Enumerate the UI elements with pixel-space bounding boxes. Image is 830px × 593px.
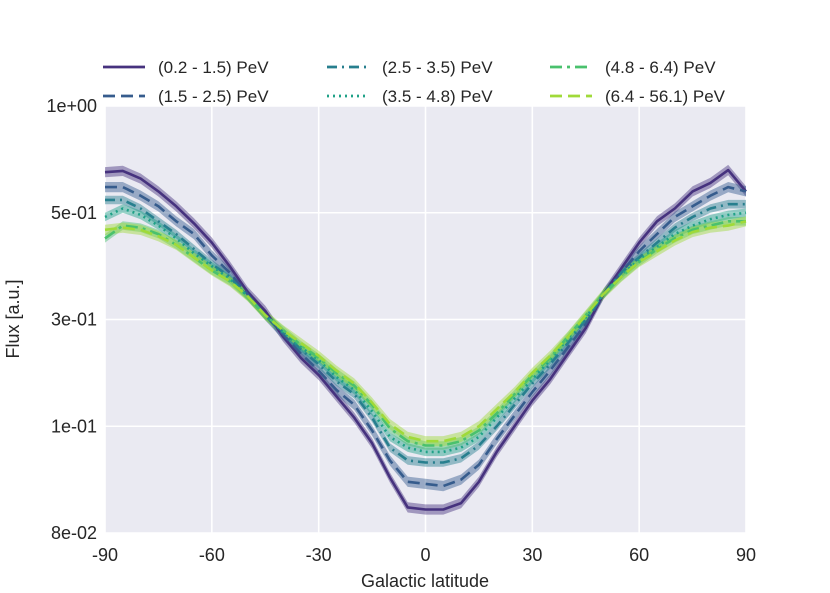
y-tick-label: 1e-01 (51, 416, 97, 436)
series-line-5 (104, 220, 746, 447)
legend-label-4: (3.5 - 4.8) PeV (382, 87, 493, 106)
x-tick-label: 30 (522, 545, 542, 565)
legend-label-6: (6.4 - 56.1) PeV (605, 87, 726, 106)
series-lines (104, 168, 747, 511)
x-axis-label: Galactic latitude (361, 571, 489, 591)
x-tick-label: 0 (420, 545, 430, 565)
x-tick-labels: -90 -60 -30 0 30 60 90 (92, 545, 756, 565)
y-tick-label: 5e-01 (51, 203, 97, 223)
x-tick-label: -30 (306, 545, 332, 565)
series-line-6 (104, 220, 747, 443)
legend-label-3: (2.5 - 3.5) PeV (382, 58, 493, 77)
legend-label-5: (4.8 - 6.4) PeV (605, 58, 716, 77)
y-tick-label: 1e+00 (46, 96, 97, 116)
y-tick-labels: 1e+00 5e-01 3e-01 1e-01 8e-02 (46, 96, 97, 543)
series-line-2 (105, 185, 747, 488)
series-band-6 (105, 216, 746, 447)
series-band-5 (105, 217, 746, 450)
legend-label-2: (1.5 - 2.5) PeV (158, 87, 269, 106)
x-tick-label: 90 (736, 545, 756, 565)
x-tick-label: -90 (92, 545, 118, 565)
series-line-4 (104, 207, 747, 454)
legend-label-1: (0.2 - 1.5) PeV (158, 58, 269, 77)
y-tick-label: 8e-02 (51, 523, 97, 543)
y-axis-label: Flux [a.u.] (3, 279, 23, 358)
series-line-3 (105, 198, 746, 464)
x-tick-label: -60 (199, 545, 225, 565)
x-tick-label: 60 (629, 545, 649, 565)
y-tick-label: 3e-01 (51, 310, 97, 330)
series-line-1 (104, 168, 747, 511)
legend: (0.2 - 1.5) PeV (1.5 - 2.5) PeV (2.5 - 3.5… (103, 58, 726, 106)
grid-lines (104, 105, 747, 534)
